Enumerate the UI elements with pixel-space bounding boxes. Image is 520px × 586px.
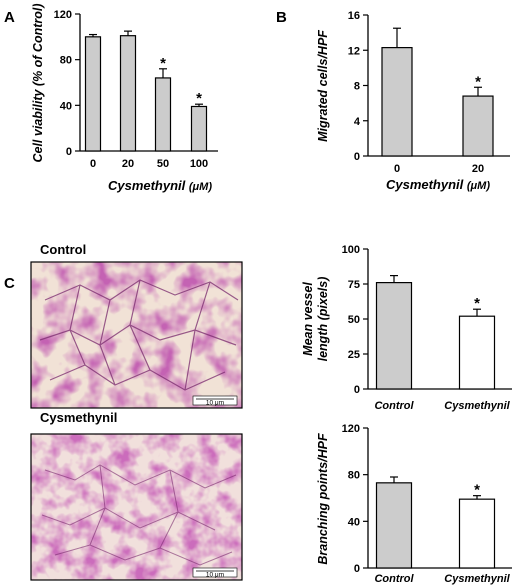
chart-b-ytick-label: 16 (348, 10, 360, 22)
image-title-cysmethynil: Cysmethynil (40, 410, 117, 425)
chart-a-category-label: 20 (122, 158, 134, 170)
chart-a-significance-star: * (196, 90, 202, 107)
chart-a-bar (84, 36, 102, 152)
chart-b-category-label: 20 (472, 163, 484, 175)
panel-label-b: B (276, 9, 287, 26)
chart-c2-bar (375, 482, 413, 569)
scale-bar-label-cysmethynil: 10 μm (206, 572, 224, 579)
chart-a-ytick-label: 120 (54, 9, 72, 21)
panel-label-a: A (4, 9, 15, 26)
chart-a-category-label: 50 (157, 158, 169, 170)
micrograph-control: 10 μm (30, 261, 243, 409)
chart-b-category-label: 0 (394, 163, 400, 175)
chart-c1-ytick-label: 100 (342, 244, 360, 256)
micrograph-cysmethynil: 10 μm (30, 433, 243, 581)
chart-c1-significance-star: * (474, 295, 480, 312)
chart-b-significance-star: * (475, 73, 481, 90)
chart-c1-ytick-label: 75 (348, 279, 360, 291)
chart-a-category-label: 0 (90, 158, 96, 170)
chart-c1-y-label-line: Mean vessel (301, 282, 315, 356)
chart-c1-category-label: Cysmethynil (444, 400, 510, 412)
chart-b-x-label-unit: (μM) (467, 180, 490, 192)
chart-a-x-label-unit: (μM) (189, 181, 212, 193)
chart-c1-ytick-label: 0 (354, 384, 360, 396)
chart-b-bar (462, 95, 494, 157)
chart-a-y-label: Cell viability (% of Control) (31, 3, 45, 162)
chart-c1-y-label-line: length (pixels) (316, 277, 330, 362)
scale-bar-label-control: 10 μm (206, 400, 224, 407)
chart-a-ytick-label: 80 (60, 55, 72, 67)
chart-a-bar (190, 105, 208, 152)
chart-c2-category-label: Control (374, 573, 414, 585)
chart-b-ytick-label: 4 (354, 116, 361, 128)
chart-b-ytick-label: 0 (354, 151, 360, 163)
chart-c1-y-label: Mean vessellength (pixels) (301, 277, 330, 362)
chart-c2-significance-star: * (474, 482, 480, 499)
chart-a-bar (154, 77, 172, 152)
chart-b-ytick-label: 8 (354, 81, 360, 93)
chart-c2-ytick-label: 40 (348, 516, 360, 528)
chart-c1-ytick-label: 50 (348, 314, 360, 326)
chart-c1-ytick-label: 25 (348, 349, 360, 361)
chart-b-x-label-name: Cysmethynil (386, 177, 467, 192)
chart-a-x-label-name: Cysmethynil (108, 178, 189, 193)
chart-a-significance-star: * (160, 55, 166, 72)
chart-c1-category-label: Control (374, 400, 414, 412)
chart-b-y-label: Migrated cells/HPF (316, 30, 330, 142)
chart-c2-bar (458, 498, 496, 569)
chart-c2-category-label: Cysmethynil (444, 573, 510, 585)
chart-a-ytick-label: 40 (60, 100, 72, 112)
chart-c1-bar (458, 315, 496, 390)
chart-b-bar (381, 47, 413, 157)
chart-c2-y-label: Branching points/HPF (316, 433, 330, 565)
chart-c2-ytick-label: 120 (342, 423, 360, 435)
chart-a-x-label: Cysmethynil (μM) (108, 178, 212, 193)
chart-c2-ytick-label: 80 (348, 470, 360, 482)
panel-label-c: C (4, 275, 15, 292)
chart-b-x-label: Cysmethynil (μM) (386, 177, 490, 192)
chart-a-ytick-label: 0 (66, 146, 72, 158)
chart-c2-ytick-label: 0 (354, 563, 360, 575)
chart-c1-bar (375, 282, 413, 390)
chart-a-bar (119, 35, 137, 152)
chart-b-ytick-label: 12 (348, 45, 360, 57)
image-title-control: Control (40, 242, 86, 257)
chart-a-category-label: 100 (190, 158, 208, 170)
